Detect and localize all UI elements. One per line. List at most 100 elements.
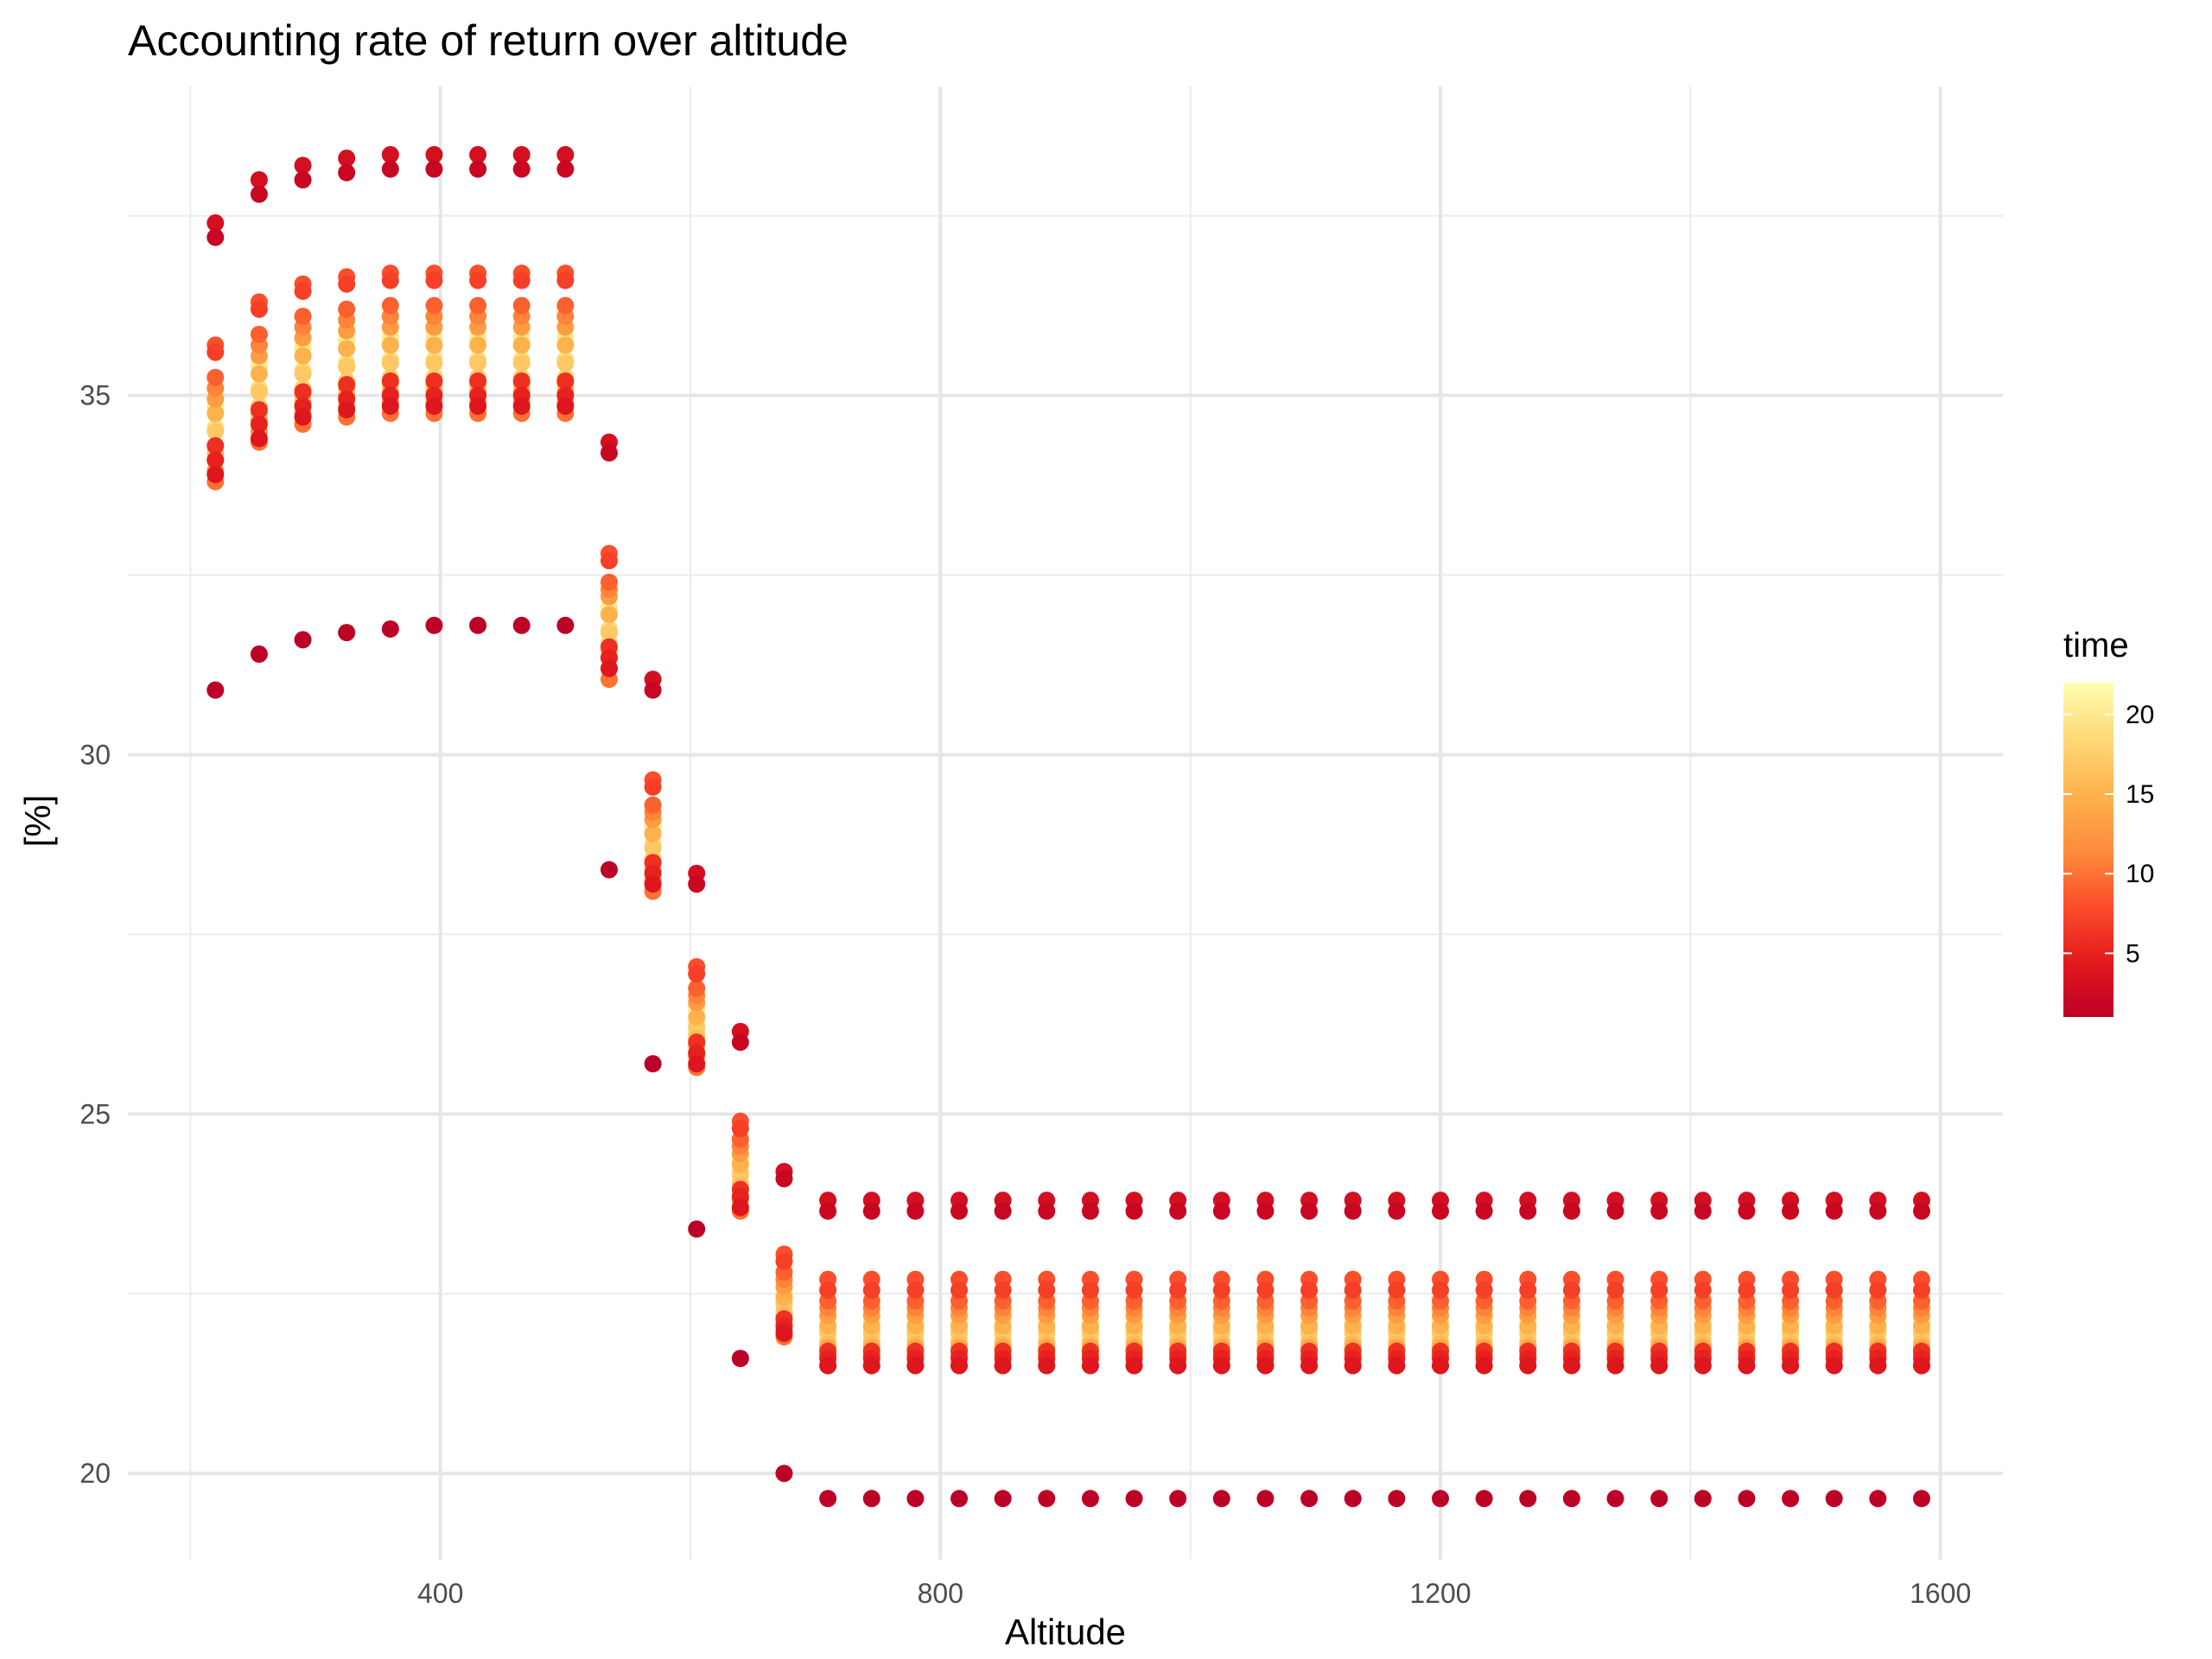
data-point — [512, 160, 531, 178]
data-point — [1562, 1490, 1580, 1508]
data-point — [644, 796, 662, 814]
data-point — [906, 1357, 925, 1375]
data-point — [512, 336, 531, 354]
data-point — [1782, 1281, 1800, 1300]
legend-tick-label: 15 — [2126, 780, 2154, 809]
data-point — [469, 354, 487, 372]
data-point — [469, 271, 487, 289]
data-point — [1912, 1281, 1930, 1300]
data-point — [425, 146, 443, 164]
data-point — [250, 415, 268, 433]
data-point — [1519, 1202, 1537, 1220]
data-point — [207, 404, 225, 423]
data-point — [250, 300, 268, 318]
data-point — [556, 372, 575, 390]
data-point — [819, 1202, 837, 1220]
legend-ticks: 5 10 15 20 — [2063, 701, 2154, 968]
legend-title: time — [2063, 626, 2129, 664]
data-point — [556, 616, 575, 634]
data-point — [1432, 1281, 1449, 1300]
data-point — [1212, 1202, 1230, 1220]
data-point — [1344, 1202, 1362, 1220]
data-point — [950, 1490, 969, 1508]
data-point — [688, 875, 706, 893]
data-point — [1738, 1490, 1756, 1508]
data-point — [775, 1325, 793, 1343]
data-point — [381, 146, 399, 164]
data-point — [1475, 1357, 1493, 1375]
data-point — [1606, 1490, 1624, 1508]
data-point — [644, 839, 662, 857]
data-point — [338, 358, 356, 376]
data-point — [862, 1357, 880, 1375]
data-point — [1169, 1281, 1187, 1300]
data-point — [1212, 1281, 1230, 1300]
data-point — [425, 296, 443, 315]
data-point — [994, 1281, 1012, 1300]
data-point — [1519, 1357, 1537, 1375]
data-point — [1606, 1202, 1624, 1220]
data-point — [512, 354, 531, 372]
data-point — [425, 354, 443, 372]
data-point — [425, 372, 443, 390]
data-point — [250, 645, 268, 664]
data-point — [1256, 1281, 1274, 1300]
data-point — [512, 146, 531, 164]
data-point — [556, 296, 575, 315]
data-point — [600, 659, 618, 677]
data-point — [1519, 1490, 1537, 1508]
data-point — [862, 1490, 880, 1508]
data-point — [1388, 1357, 1406, 1375]
data-point — [1475, 1202, 1493, 1220]
data-point — [1694, 1490, 1712, 1508]
data-point — [1169, 1490, 1187, 1508]
data-point — [906, 1490, 925, 1508]
data-point — [950, 1281, 969, 1300]
major-gridlines — [128, 86, 2003, 1560]
data-point — [338, 275, 356, 293]
data-point — [775, 1170, 793, 1188]
data-point — [1038, 1202, 1056, 1220]
data-point — [688, 1055, 706, 1073]
data-point — [1475, 1281, 1493, 1300]
data-point — [1782, 1490, 1800, 1508]
data-point — [250, 171, 268, 189]
data-point — [1432, 1490, 1449, 1508]
y-tick-label: 35 — [79, 380, 111, 411]
x-tick-label: 1200 — [1409, 1578, 1471, 1609]
data-point — [644, 875, 662, 893]
y-tick-label: 20 — [79, 1458, 111, 1489]
y-axis-ticks: 20 25 30 35 — [79, 380, 111, 1490]
color-legend: time 5 10 15 20 — [2063, 626, 2154, 1017]
data-point — [1562, 1357, 1580, 1375]
data-point — [1038, 1490, 1056, 1508]
data-point — [1256, 1490, 1274, 1508]
data-point — [1562, 1202, 1580, 1220]
data-point — [775, 1252, 793, 1270]
data-point — [862, 1202, 880, 1220]
data-point — [381, 296, 399, 315]
data-point — [1300, 1281, 1319, 1300]
data-point — [1432, 1357, 1449, 1375]
data-point — [1650, 1202, 1669, 1220]
data-point — [469, 146, 487, 164]
data-point — [1650, 1490, 1669, 1508]
data-point — [1694, 1357, 1712, 1375]
data-point — [294, 383, 312, 401]
data-point — [338, 401, 356, 419]
data-point — [207, 368, 225, 386]
data-point — [600, 861, 618, 879]
data-point — [1125, 1357, 1143, 1375]
data-point — [294, 408, 312, 426]
data-point — [207, 436, 225, 454]
data-point — [294, 156, 312, 175]
data-point — [512, 397, 531, 416]
data-point — [338, 376, 356, 394]
data-point — [1694, 1281, 1712, 1300]
data-point — [1212, 1490, 1230, 1508]
data-point — [250, 365, 268, 383]
data-point — [600, 624, 618, 642]
data-point — [731, 1033, 749, 1052]
data-point — [1606, 1357, 1624, 1375]
data-point — [1388, 1281, 1406, 1300]
